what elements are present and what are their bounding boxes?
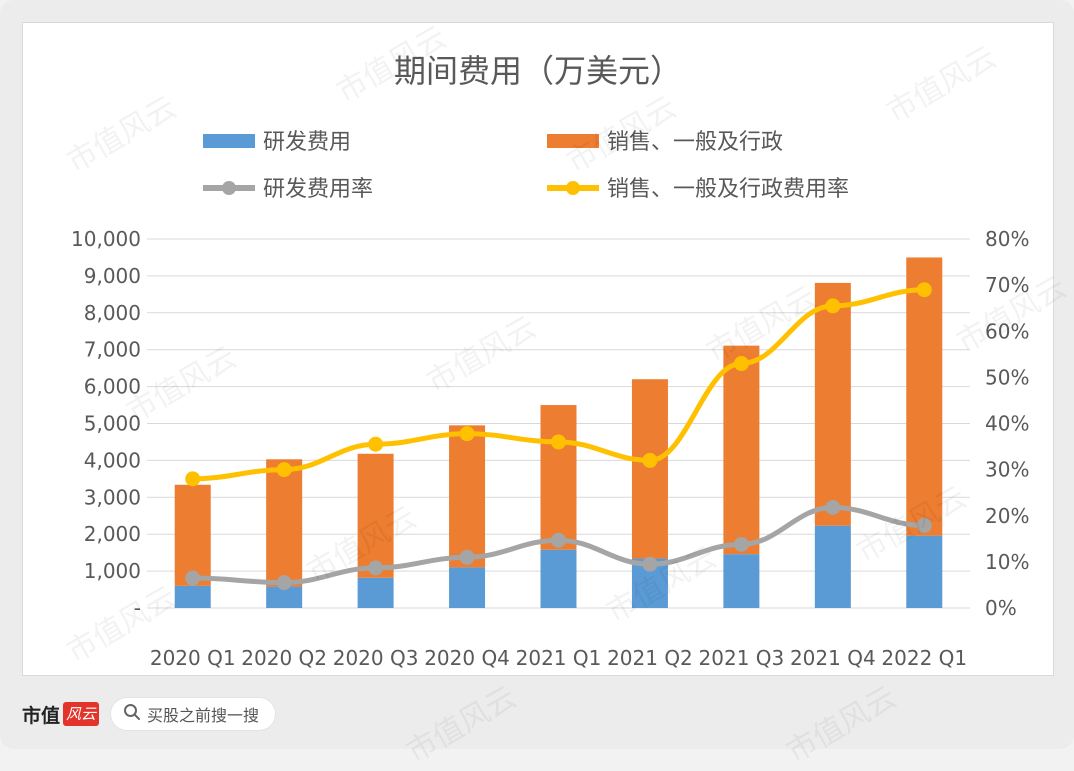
x-tick-label: 2020 Q1 [150,646,236,670]
legend-marker-3 [222,181,236,195]
series-2-point-3 [368,436,384,452]
series-1-point-5 [551,532,566,548]
series-1-point-8 [825,499,841,515]
series-2-point-2 [276,462,292,478]
x-tick-label: 2021 Q3 [699,646,785,670]
footer-bar: 市值 风云 买股之前搜一搜 [22,696,622,732]
bar-rd-1 [174,585,211,608]
x-tick-label: 2022 Q1 [881,646,967,670]
x-tick-label: 2021 Q1 [516,646,602,670]
legend-label-1: 研发费用 [263,130,351,155]
search-button[interactable]: 买股之前搜一搜 [111,698,276,730]
y-left-tick-label: 3,000 [84,485,141,509]
series-1-point-6 [642,556,658,572]
bar-sga-3 [357,453,394,578]
y-left-tick-label: 9,000 [84,264,141,288]
chart-card: 期间费用（万美元） 研发费用 销售、一般及行政研发费用率 销售、一般及行政费用率 - 1,… [22,22,1054,676]
y-left-tick-label: 4,000 [84,448,141,472]
legend-swatch-2 [547,134,599,148]
y-right-tick-label: 40% [985,412,1029,436]
x-tick-label: 2020 Q4 [424,646,510,670]
x-tick-label: 2021 Q2 [607,646,693,670]
bar-sga-1 [174,484,211,586]
y-right-tick-label: 70% [985,273,1029,297]
series-1-point-3 [368,560,384,576]
series-2-point-9 [916,282,932,298]
bar-sga-5 [540,405,577,550]
series-line-2 [192,287,925,482]
brand-logo-stamp: 风云 [63,702,100,726]
y-left-tick-label: 1,000 [84,559,141,583]
bar-sga-6 [631,379,668,559]
y-left-tick-label: 7,000 [84,338,141,362]
x-tick-label: 2020 Q2 [241,646,327,670]
legend-label-4: 销售、一般及行政费用率 [607,177,849,202]
brand-logo-text: 市值 [22,704,61,727]
y-right-tick-label: 60% [985,319,1029,343]
search-label: 买股之前搜一搜 [147,706,260,725]
search-icon [123,703,141,725]
y-right-tick-label: 30% [985,458,1029,482]
series-2-point-7 [733,356,749,372]
y-left-tick-label: - [134,596,141,620]
bar-sga-4 [449,425,486,568]
legend-swatch-1 [203,134,255,148]
bar-sga-9 [906,257,943,536]
y-left-tick-label: 5,000 [84,412,141,436]
bar-sga-8 [814,282,851,526]
bar-rd-3 [357,577,394,608]
y-right-tick-label: 20% [985,504,1029,528]
series-1-point-7 [733,536,749,552]
x-tick-label: 2021 Q4 [790,646,876,670]
y-right-tick-label: 10% [985,550,1029,574]
series-2-point-5 [551,434,566,450]
y-left-tick-label: 10,000 [71,227,141,251]
series-2-point-4 [459,426,475,442]
y-left-tick-label: 8,000 [84,301,141,325]
y-right-tick-label: 50% [985,365,1029,389]
bar-rd-9 [906,535,943,608]
series-2-point-8 [825,298,841,314]
series-1-point-9 [916,517,932,533]
legend-marker-4 [566,181,580,195]
legend-label-3: 研发费用率 [263,177,373,202]
y-left-tick-label: 6,000 [84,375,141,399]
bar-sga-7 [723,345,760,555]
bar-rd-4 [449,567,486,608]
bar-sga-2 [266,459,303,587]
bar-rd-8 [814,525,851,608]
x-tick-label: 2020 Q3 [333,646,419,670]
chart-title: 期间费用（万美元） [394,52,682,90]
y-left-tick-label: 2,000 [84,522,141,546]
series-2-point-1 [185,471,201,487]
series-1-point-1 [185,570,201,586]
series-1-point-2 [276,575,292,591]
series-1-point-4 [459,549,475,565]
bar-rd-7 [723,554,760,608]
series-2-point-6 [642,452,658,468]
bar-rd-2 [266,586,303,608]
y-right-tick-label: 80% [985,227,1029,251]
legend-label-2: 销售、一般及行政 [607,130,783,155]
bar-rd-5 [540,549,577,608]
y-right-tick-label: 0% [985,596,1017,620]
